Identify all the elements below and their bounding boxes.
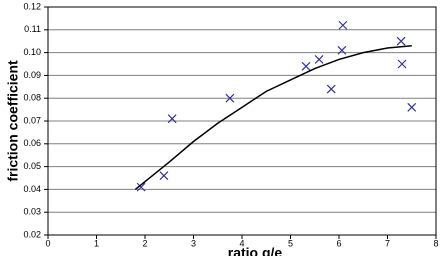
marker (301, 61, 311, 71)
x-tick-label: 2 (142, 238, 147, 248)
x-tick-label: 7 (385, 238, 390, 248)
plot-frame (47, 6, 437, 236)
y-tick-label: 0.06 (23, 138, 41, 148)
marker (159, 171, 169, 181)
marker (396, 36, 406, 46)
y-tick-label: 0.08 (23, 93, 41, 103)
y-tick-label: 0.09 (23, 70, 41, 80)
marker (225, 93, 235, 103)
marker (407, 102, 417, 112)
y-tick-label: 0.04 (23, 184, 41, 194)
x-tick-label: 3 (191, 238, 196, 248)
y-tick-label: 0.12 (23, 1, 41, 11)
y-axis-label: friction coefficient (5, 60, 21, 182)
y-tick-label: 0.05 (23, 161, 41, 171)
x-tick-label: 0 (45, 238, 50, 248)
x-tick-label: 8 (433, 238, 438, 248)
y-tick-label: 0.10 (23, 47, 41, 57)
marker (314, 55, 324, 64)
marker (338, 20, 348, 30)
y-tick-label: 0.11 (24, 24, 41, 34)
y-tick-label: 0.03 (23, 207, 41, 217)
x-tick-label: 1 (94, 238, 99, 248)
x-tick-label: 4 (239, 238, 244, 248)
y-tick-label: 0.07 (23, 115, 41, 125)
marker (397, 59, 407, 69)
y-tick-label: 0.02 (23, 229, 41, 239)
marker (167, 114, 177, 124)
marker (136, 182, 146, 192)
marker (326, 84, 336, 94)
marker (337, 45, 347, 55)
x-axis-label: ratio g/e (228, 245, 283, 256)
x-tick-label: 6 (336, 238, 341, 248)
fit-curve (134, 45, 412, 190)
x-tick-label: 5 (288, 238, 293, 248)
